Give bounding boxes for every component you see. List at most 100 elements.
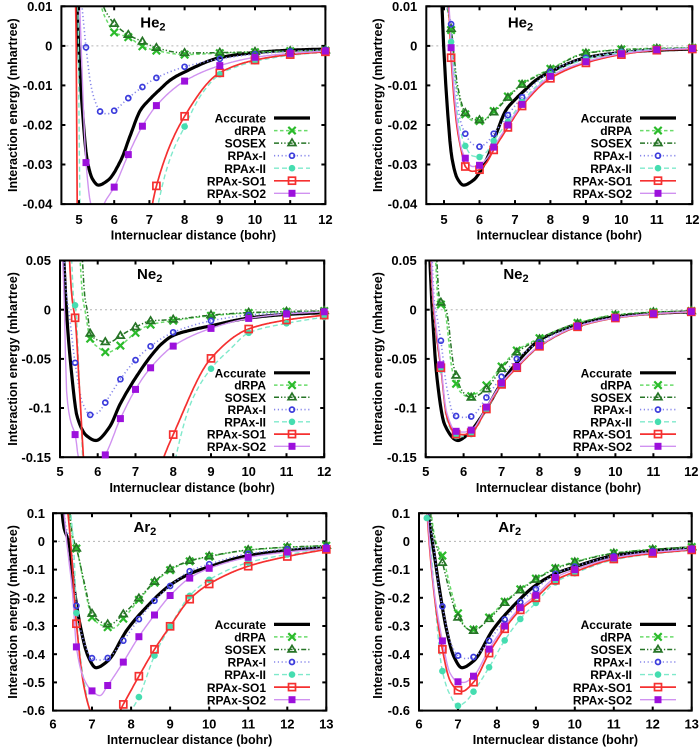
svg-text:10: 10 xyxy=(568,716,582,731)
svg-text:He2: He2 xyxy=(508,14,533,33)
svg-text:10: 10 xyxy=(608,464,622,479)
svg-text:10: 10 xyxy=(241,464,255,479)
svg-text:Interaction energy (mhartree): Interaction energy (mhartree) xyxy=(371,272,385,446)
svg-text:Internuclear distance (bohr): Internuclear distance (bohr) xyxy=(111,229,276,243)
svg-text:7: 7 xyxy=(146,212,153,227)
svg-text:-0.03: -0.03 xyxy=(388,157,418,172)
svg-text:9: 9 xyxy=(582,212,589,227)
svg-text:0.1: 0.1 xyxy=(27,506,45,521)
svg-text:5: 5 xyxy=(422,464,429,479)
svg-text:11: 11 xyxy=(650,212,664,227)
svg-text:7: 7 xyxy=(498,464,505,479)
svg-text:RPAx-SO2: RPAx-SO2 xyxy=(573,693,632,707)
svg-text:0.05: 0.05 xyxy=(26,253,51,268)
svg-text:-0.3: -0.3 xyxy=(388,619,410,634)
svg-text:8: 8 xyxy=(170,464,177,479)
svg-text:12: 12 xyxy=(645,716,659,731)
svg-text:-0.04: -0.04 xyxy=(23,197,53,212)
svg-text:-0.3: -0.3 xyxy=(23,619,45,634)
svg-text:0.01: 0.01 xyxy=(27,0,52,14)
svg-text:10: 10 xyxy=(202,716,216,731)
svg-text:0.01: 0.01 xyxy=(392,0,417,14)
svg-text:0: 0 xyxy=(410,39,417,54)
svg-text:RPAx-SO2: RPAx-SO2 xyxy=(573,187,632,201)
svg-text:12: 12 xyxy=(684,464,698,479)
svg-text:6: 6 xyxy=(476,212,483,227)
svg-text:-0.05: -0.05 xyxy=(387,352,417,367)
svg-text:10: 10 xyxy=(248,212,262,227)
svg-text:-0.1: -0.1 xyxy=(394,401,416,416)
svg-text:RPAx-SO1: RPAx-SO1 xyxy=(207,428,266,442)
svg-text:Internuclear distance (bohr): Internuclear distance (bohr) xyxy=(109,481,274,495)
svg-text:Accurate: Accurate xyxy=(581,618,633,632)
svg-text:-0.05: -0.05 xyxy=(21,352,51,367)
svg-text:-0.04: -0.04 xyxy=(388,197,418,212)
svg-text:Interaction energy (mhartree): Interaction energy (mhartree) xyxy=(6,272,20,446)
svg-text:8: 8 xyxy=(536,464,543,479)
svg-text:SOSEX: SOSEX xyxy=(225,137,266,151)
svg-text:-0.2: -0.2 xyxy=(388,590,410,605)
svg-text:6: 6 xyxy=(49,716,56,731)
svg-text:-0.01: -0.01 xyxy=(388,78,418,93)
svg-text:RPAx-II: RPAx-II xyxy=(224,415,266,429)
svg-text:13: 13 xyxy=(319,716,333,731)
svg-text:-0.1: -0.1 xyxy=(29,401,51,416)
svg-text:Accurate: Accurate xyxy=(215,366,267,380)
svg-text:13: 13 xyxy=(684,716,698,731)
svg-text:9: 9 xyxy=(532,716,539,731)
svg-text:dRPA: dRPA xyxy=(234,631,266,645)
svg-text:-0.03: -0.03 xyxy=(23,157,53,172)
svg-text:0: 0 xyxy=(45,39,52,54)
svg-text:RPAx-I: RPAx-I xyxy=(228,656,266,670)
svg-text:-0.5: -0.5 xyxy=(23,675,45,690)
svg-text:11: 11 xyxy=(283,212,297,227)
svg-text:-0.2: -0.2 xyxy=(23,590,45,605)
svg-text:dRPA: dRPA xyxy=(234,124,266,138)
svg-text:-0.4: -0.4 xyxy=(388,647,411,662)
svg-text:-0.02: -0.02 xyxy=(23,118,53,133)
svg-text:12: 12 xyxy=(685,212,699,227)
svg-text:Ne2: Ne2 xyxy=(137,266,162,285)
svg-text:dRPA: dRPA xyxy=(234,379,266,393)
svg-text:He2: He2 xyxy=(140,14,165,33)
svg-text:0: 0 xyxy=(38,534,45,549)
svg-text:Internuclear distance (bohr): Internuclear distance (bohr) xyxy=(476,481,641,495)
svg-text:7: 7 xyxy=(132,464,139,479)
svg-text:5: 5 xyxy=(75,212,82,227)
svg-text:RPAx-SO1: RPAx-SO1 xyxy=(573,428,632,442)
svg-text:Accurate: Accurate xyxy=(581,112,633,126)
svg-text:8: 8 xyxy=(493,716,500,731)
svg-text:Internuclear distance (bohr): Internuclear distance (bohr) xyxy=(473,733,638,747)
svg-text:RPAx-II: RPAx-II xyxy=(590,668,632,682)
svg-text:Internuclear distance (bohr): Internuclear distance (bohr) xyxy=(107,733,272,747)
svg-text:RPAx-SO1: RPAx-SO1 xyxy=(207,174,266,188)
svg-text:Ne2: Ne2 xyxy=(503,266,528,285)
svg-text:Interaction energy (mhartree): Interaction energy (mhartree) xyxy=(6,18,20,192)
svg-text:6: 6 xyxy=(415,716,422,731)
svg-text:0: 0 xyxy=(44,302,51,317)
svg-text:RPAx-I: RPAx-I xyxy=(228,403,266,417)
svg-text:-0.1: -0.1 xyxy=(23,562,45,577)
svg-text:-0.6: -0.6 xyxy=(23,703,45,718)
svg-text:5: 5 xyxy=(440,212,447,227)
svg-text:11: 11 xyxy=(607,716,621,731)
svg-text:-0.01: -0.01 xyxy=(23,78,53,93)
svg-text:-0.15: -0.15 xyxy=(21,450,51,465)
svg-text:SOSEX: SOSEX xyxy=(591,391,632,405)
svg-text:-0.02: -0.02 xyxy=(388,118,418,133)
svg-text:10: 10 xyxy=(614,212,628,227)
svg-text:-0.4: -0.4 xyxy=(23,647,46,662)
svg-text:0: 0 xyxy=(409,302,416,317)
svg-text:Internuclear distance (bohr): Internuclear distance (bohr) xyxy=(477,229,642,243)
svg-text:9: 9 xyxy=(216,212,223,227)
svg-text:RPAx-I: RPAx-I xyxy=(594,149,632,163)
svg-text:9: 9 xyxy=(166,716,173,731)
svg-text:RPAx-SO2: RPAx-SO2 xyxy=(573,440,632,454)
svg-text:12: 12 xyxy=(280,716,294,731)
svg-text:RPAx-SO1: RPAx-SO1 xyxy=(207,681,266,695)
svg-text:dRPA: dRPA xyxy=(600,379,632,393)
svg-text:-0.1: -0.1 xyxy=(388,562,410,577)
svg-text:-0.5: -0.5 xyxy=(388,675,410,690)
svg-text:Interaction energy (mhartree): Interaction energy (mhartree) xyxy=(371,525,385,699)
svg-text:SOSEX: SOSEX xyxy=(591,643,632,657)
